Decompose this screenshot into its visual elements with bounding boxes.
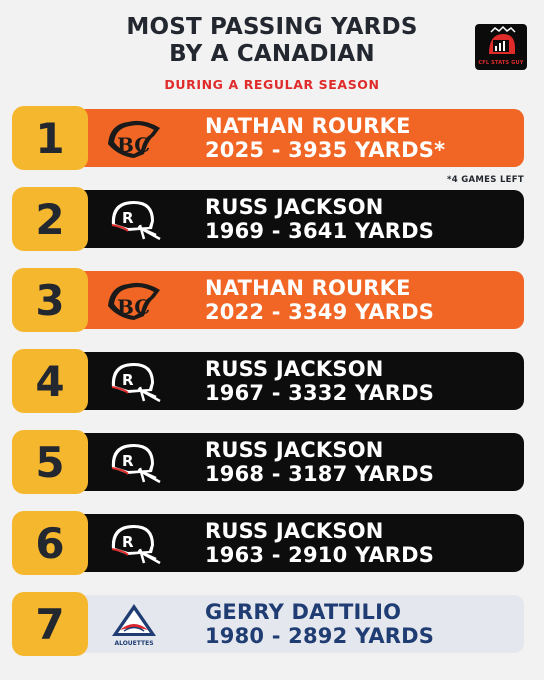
bc-lions-logo-icon: BC bbox=[108, 120, 160, 158]
player-name: RUSS JACKSON bbox=[205, 195, 384, 219]
ranking-row-4: 4 R RUSS JACKSON 1967 - 3332 YARDS bbox=[12, 349, 524, 413]
svg-text:R: R bbox=[122, 452, 134, 470]
player-bar: BC NATHAN ROURKE 2022 - 3349 YARDS bbox=[82, 271, 524, 329]
ranking-row-2: 2 R RUSS JACKSON 1969 - 3641 YARDS bbox=[12, 187, 524, 251]
svg-text:R: R bbox=[122, 209, 134, 227]
ottawa-rough-riders-helmet-icon: R bbox=[111, 201, 161, 241]
season-yards: 1967 - 3332 YARDS bbox=[205, 381, 435, 405]
player-bar: R RUSS JACKSON 1969 - 3641 YARDS bbox=[82, 190, 524, 248]
season-yards: 1980 - 2892 YARDS bbox=[205, 624, 435, 648]
ranking-row-6: 6 R RUSS JACKSON 1963 - 2910 YARDS bbox=[12, 511, 524, 575]
season-yards: 2022 - 3349 YARDS bbox=[205, 300, 435, 324]
page-title: MOST PASSING YARDS BY A CANADIAN bbox=[0, 14, 544, 68]
ottawa-rough-riders-helmet-icon: R bbox=[111, 525, 161, 565]
svg-text:R: R bbox=[122, 371, 134, 389]
page-subtitle: DURING A REGULAR SEASON bbox=[164, 77, 380, 92]
title-line-1: MOST PASSING YARDS bbox=[126, 14, 418, 40]
player-name: NATHAN ROURKE bbox=[205, 114, 411, 138]
alouettes-logo-text: ALOUETTES bbox=[114, 640, 153, 647]
player-name: NATHAN ROURKE bbox=[205, 276, 411, 300]
svg-text:R: R bbox=[122, 533, 134, 551]
rank-number: 5 bbox=[12, 430, 88, 494]
title-line-2: BY A CANADIAN bbox=[169, 41, 375, 67]
ranking-row-1: 1 BC NATHAN ROURKE 2025 - 3935 YARDS* bbox=[12, 106, 524, 170]
rank-number: 1 bbox=[12, 106, 88, 170]
player-bar: BC NATHAN ROURKE 2025 - 3935 YARDS* bbox=[82, 109, 524, 167]
bc-lions-logo-icon: BC bbox=[108, 282, 160, 320]
rank-number: 4 bbox=[12, 349, 88, 413]
svg-text:BC: BC bbox=[117, 295, 150, 319]
player-name: RUSS JACKSON bbox=[205, 519, 384, 543]
player-bar: R RUSS JACKSON 1967 - 3332 YARDS bbox=[82, 352, 524, 410]
player-name: RUSS JACKSON bbox=[205, 357, 384, 381]
player-bar: R RUSS JACKSON 1968 - 3187 YARDS bbox=[82, 433, 524, 491]
montreal-alouettes-logo-icon: ALOUETTES bbox=[112, 604, 156, 647]
rank-number: 7 bbox=[12, 592, 88, 656]
svg-text:BC: BC bbox=[117, 133, 150, 157]
rank-number: 2 bbox=[12, 187, 88, 251]
ranking-row-3: 3 BC NATHAN ROURKE 2022 - 3349 YARDS bbox=[12, 268, 524, 332]
season-yards: 1969 - 3641 YARDS bbox=[205, 219, 435, 243]
ranking-row-7: 7 ALOUETTES GERRY DATTILIO 1980 - 2892 Y… bbox=[12, 592, 524, 656]
ottawa-rough-riders-helmet-icon: R bbox=[111, 444, 161, 484]
cfl-stats-guy-badge: CFL STATS GUY bbox=[475, 24, 527, 70]
ottawa-rough-riders-helmet-icon: R bbox=[111, 363, 161, 403]
ranking-row-5: 5 R RUSS JACKSON 1968 - 3187 YARDS bbox=[12, 430, 524, 494]
player-name: GERRY DATTILIO bbox=[205, 600, 402, 624]
footnote: *4 GAMES LEFT bbox=[447, 175, 524, 185]
season-yards: 1963 - 2910 YARDS bbox=[205, 543, 435, 567]
player-name: RUSS JACKSON bbox=[205, 438, 384, 462]
player-bar: ALOUETTES GERRY DATTILIO 1980 - 2892 YAR… bbox=[82, 595, 524, 653]
badge-label: CFL STATS GUY bbox=[478, 60, 524, 66]
season-yards: 2025 - 3935 YARDS* bbox=[205, 138, 446, 162]
player-bar: R RUSS JACKSON 1963 - 2910 YARDS bbox=[82, 514, 524, 572]
rank-number: 6 bbox=[12, 511, 88, 575]
season-yards: 1968 - 3187 YARDS bbox=[205, 462, 435, 486]
stats-guy-helmet-icon bbox=[489, 25, 516, 54]
rank-number: 3 bbox=[12, 268, 88, 332]
